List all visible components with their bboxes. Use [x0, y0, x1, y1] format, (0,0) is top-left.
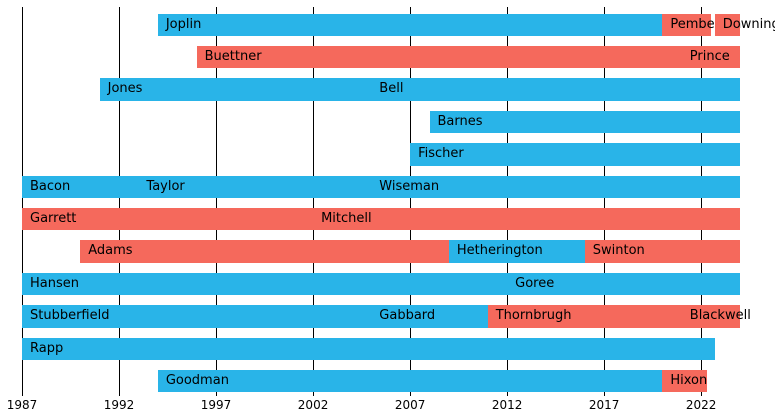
- bar-label-goree: Goree: [515, 275, 555, 291]
- bar-label-goodman: Goodman: [165, 372, 229, 388]
- bar-barnes: Barnes: [429, 110, 740, 134]
- bar-gabbard: Gabbard: [371, 305, 488, 328]
- bar-label-barnes: Barnes: [437, 113, 483, 129]
- bar-fischer: Fischer: [410, 143, 740, 166]
- bar-label-swinton: Swinton: [592, 243, 645, 259]
- bar-label-stubberfield: Stubberfield: [30, 308, 110, 324]
- bar-bacon: Bacon: [22, 175, 139, 198]
- bar-goodman: Goodman: [157, 369, 663, 393]
- bar-label-prince: Prince: [689, 48, 730, 64]
- gridline-2012: [506, 7, 508, 396]
- bar-buettner: Buettner: [196, 45, 682, 69]
- bar-mitchell: Mitchell: [313, 207, 740, 231]
- bar-blackwell: Blackwell: [681, 305, 751, 328]
- bar-hansen: Hansen: [22, 272, 508, 296]
- x-tick-label-1997: 1997: [200, 398, 232, 412]
- bar-label-downing: Downing: [722, 16, 775, 32]
- bar-swinton: Swinton: [584, 240, 740, 263]
- gridline-1992: [118, 7, 120, 396]
- bar-rapp: Rapp: [22, 337, 715, 360]
- bar-label-fischer: Fischer: [418, 146, 464, 162]
- x-tick-label-2007: 2007: [394, 398, 426, 412]
- bar-jones: Jones: [99, 78, 372, 101]
- bar-label-garrett: Garrett: [30, 210, 77, 226]
- bar-label-gabbard: Gabbard: [379, 308, 436, 324]
- x-tick-label-1987: 1987: [6, 398, 38, 412]
- bar-stubberfield: Stubberfield: [22, 305, 372, 328]
- bar-label-hansen: Hansen: [30, 275, 79, 291]
- bar-wiseman: Wiseman: [371, 175, 740, 198]
- bar-pemberton: Pemberton: [662, 13, 741, 36]
- bar-label-mitchell: Mitchell: [321, 210, 372, 226]
- bar-label-bell: Bell: [379, 81, 404, 97]
- bar-hixon: Hixon: [662, 369, 708, 393]
- bar-downing: Downing: [714, 13, 775, 36]
- bar-label-joplin: Joplin: [165, 16, 202, 32]
- bar-taylor: Taylor: [138, 175, 372, 198]
- bar-goree: Goree: [507, 272, 740, 296]
- bar-bell: Bell: [371, 78, 740, 101]
- x-tick-label-1992: 1992: [103, 398, 135, 412]
- bar-label-wiseman: Wiseman: [379, 178, 440, 194]
- x-tick-label-2002: 2002: [297, 398, 329, 412]
- gridline-2002: [312, 7, 314, 396]
- gridline-1997: [215, 7, 217, 396]
- bar-label-rapp: Rapp: [30, 340, 64, 356]
- bar-garrett: Garrett: [22, 207, 314, 231]
- x-tick-label-2017: 2017: [588, 398, 620, 412]
- bar-label-blackwell: Blackwell: [689, 308, 751, 324]
- bar-joplin: Joplin: [157, 13, 663, 36]
- bar-label-adams: Adams: [88, 243, 133, 259]
- bar-label-bacon: Bacon: [30, 178, 71, 194]
- bar-adams: Adams: [80, 240, 449, 263]
- gridline-2007: [409, 7, 411, 396]
- bar-label-hetherington: Hetherington: [456, 243, 543, 259]
- x-tick-label-2022: 2022: [685, 398, 717, 412]
- bar-label-hixon: Hixon: [670, 372, 708, 388]
- bar-label-buettner: Buettner: [204, 48, 262, 64]
- gridline-1987: [21, 7, 23, 396]
- bar-label-thornbrugh: Thornbrugh: [495, 308, 572, 324]
- bar-prince: Prince: [681, 45, 740, 69]
- gridline-2022: [700, 7, 702, 396]
- bar-label-taylor: Taylor: [146, 178, 185, 194]
- bar-hetherington: Hetherington: [448, 240, 585, 263]
- bar-label-jones: Jones: [107, 81, 143, 97]
- bar-thornbrugh: Thornbrugh: [487, 305, 682, 328]
- x-tick-label-2012: 2012: [491, 398, 523, 412]
- gridline-2017: [603, 7, 605, 396]
